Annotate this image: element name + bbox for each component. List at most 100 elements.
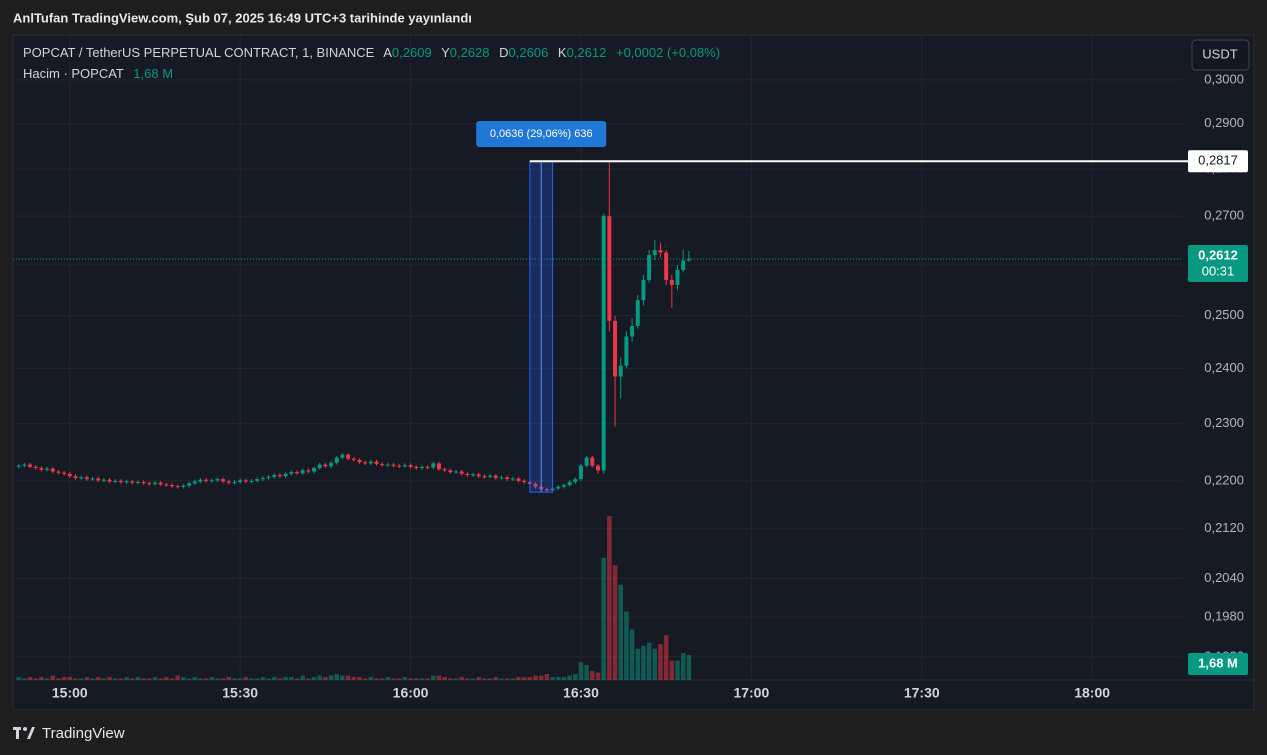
volume-bar: [67, 677, 73, 680]
volume-bar: [260, 677, 266, 680]
volume-bar: [590, 671, 595, 680]
volume-bar: [169, 678, 175, 680]
candle-body: [272, 475, 277, 477]
volume-bar: [629, 629, 635, 680]
volume-bar: [351, 677, 357, 680]
volume-bar: [215, 678, 220, 680]
volume-bar: [232, 678, 237, 680]
x-tick-label: 17:00: [733, 685, 769, 701]
volume-bar: [396, 678, 402, 680]
volume-bar: [459, 677, 464, 680]
volume-bar: [39, 677, 44, 680]
volume-bar: [16, 677, 21, 680]
candle-body: [425, 466, 430, 468]
candle-body: [249, 480, 254, 482]
volume-bar: [266, 678, 271, 680]
candle-body: [601, 216, 606, 471]
volume-bar: [226, 677, 232, 680]
measure-label-box: [476, 121, 607, 147]
candle-body: [482, 476, 487, 478]
logo-part: [16, 727, 19, 739]
candle-body: [510, 478, 515, 480]
candle-body: [459, 471, 464, 474]
candle-body: [215, 479, 220, 481]
symbol: POPCAT / TetherUS PERPETUAL CONTRACT, 1,…: [23, 45, 375, 60]
candle-body: [454, 471, 458, 473]
candle-body: [62, 472, 67, 474]
legend-row: POPCAT / TetherUS PERPETUAL CONTRACT, 1,…: [23, 45, 720, 60]
candle-body: [260, 477, 265, 480]
last-price-label: 0,2612: [1198, 247, 1238, 262]
candle-body: [340, 454, 345, 458]
logo-part: [27, 727, 35, 739]
candle-body: [635, 300, 640, 327]
volume-bar: [294, 678, 300, 680]
volume-bar: [686, 654, 692, 680]
volume-bar: [158, 678, 163, 680]
volume-bar: [368, 677, 374, 680]
candle-body: [686, 258, 691, 261]
volume-bar: [442, 677, 447, 680]
volume-bar: [419, 678, 425, 680]
y-tick-label: 0,2500: [1204, 307, 1244, 322]
candle-body: [590, 457, 595, 466]
candle-body: [561, 485, 566, 487]
candle-body: [135, 482, 140, 484]
candle-body: [124, 481, 129, 483]
y-tick-label: 0,2900: [1204, 115, 1244, 130]
volume-legend-name: Hacim · POPCAT: [23, 66, 124, 81]
currency-button[interactable]: [1191, 39, 1250, 71]
volume-bar: [635, 648, 641, 680]
y-tick-label: 0,2120: [1204, 520, 1244, 535]
candle-body: [22, 464, 27, 466]
candle-body: [192, 481, 197, 484]
candle-body: [56, 471, 61, 473]
volume-bar: [573, 674, 578, 680]
volume-label: 1,68 M: [1198, 655, 1238, 670]
candle-body: [346, 454, 351, 459]
candle-body: [641, 279, 646, 301]
volume-bar: [510, 678, 516, 680]
candle-body: [584, 457, 589, 466]
candle-body: [221, 479, 226, 482]
volume-bar: [641, 645, 646, 680]
volume-bar: [675, 660, 680, 680]
volume-bar: [448, 678, 453, 680]
candle-body: [578, 465, 583, 480]
volume-bar: [465, 678, 470, 680]
candle-body: [669, 279, 674, 285]
volume-legend: Hacim · POPCAT 1,68 M: [23, 66, 173, 81]
candle-body: [556, 486, 561, 489]
candle-body: [107, 479, 112, 482]
candle-body: [67, 473, 72, 477]
y-tick-label: 0,3000: [1204, 71, 1244, 86]
volume-bar: [362, 678, 368, 680]
x-tick-label: 17:30: [904, 685, 940, 701]
volume-bar: [431, 675, 436, 680]
candle-body: [294, 472, 299, 474]
volume-bar: [203, 678, 209, 680]
candle-body: [255, 479, 260, 481]
legend-key: K: [558, 45, 567, 60]
legend-key: A: [383, 45, 392, 60]
candle-body: [618, 365, 623, 377]
candle-body: [573, 479, 578, 483]
candle-body: [334, 457, 339, 463]
candle-body: [385, 464, 390, 466]
volume-bar: [192, 677, 198, 680]
volume-bar: [61, 677, 67, 680]
volume-bar: [107, 677, 112, 680]
volume-bar: [186, 678, 192, 680]
volume-bar: [209, 677, 215, 680]
volume-bar: [345, 675, 351, 680]
candle-body: [266, 476, 271, 478]
currency-button-label[interactable]: USDT: [1202, 46, 1237, 61]
volume-bar: [658, 644, 663, 680]
candle-body: [90, 478, 95, 480]
legend-change: +0,0002 (+0,08%): [616, 45, 720, 60]
volume-bar: [374, 678, 379, 680]
candle-body: [380, 463, 385, 466]
volume-bar: [470, 678, 476, 680]
candle-body: [84, 477, 89, 480]
candle-body: [28, 464, 33, 467]
